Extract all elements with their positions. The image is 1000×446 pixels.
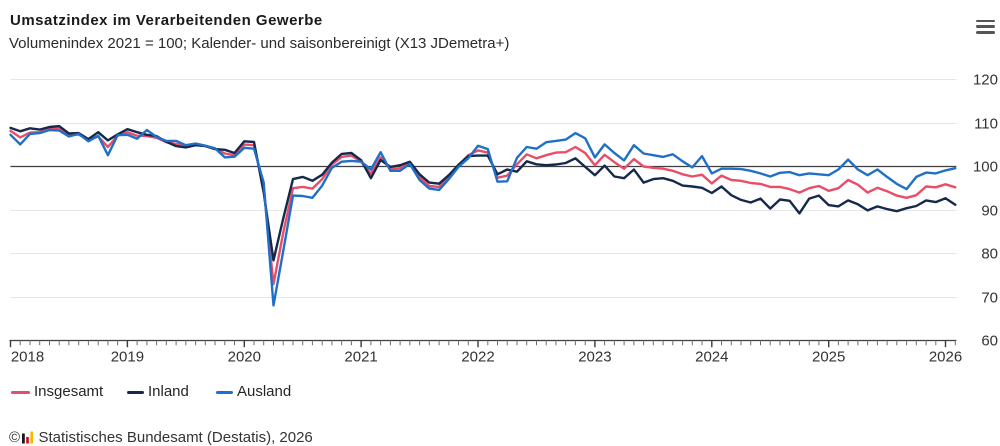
svg-text:70: 70: [981, 290, 998, 307]
svg-text:2019: 2019: [111, 349, 144, 366]
svg-text:2024: 2024: [695, 349, 728, 366]
svg-text:60: 60: [981, 332, 998, 349]
svg-text:2018: 2018: [11, 349, 44, 366]
svg-text:120: 120: [973, 72, 998, 89]
svg-text:110: 110: [974, 116, 998, 133]
svg-text:100: 100: [973, 159, 998, 176]
svg-text:2022: 2022: [461, 349, 494, 366]
svg-text:2020: 2020: [228, 349, 261, 366]
svg-text:2026: 2026: [929, 349, 962, 366]
svg-text:2025: 2025: [812, 349, 845, 366]
svg-text:2023: 2023: [578, 349, 611, 366]
svg-text:90: 90: [981, 203, 998, 220]
svg-text:2021: 2021: [344, 349, 377, 366]
svg-text:80: 80: [981, 246, 998, 263]
